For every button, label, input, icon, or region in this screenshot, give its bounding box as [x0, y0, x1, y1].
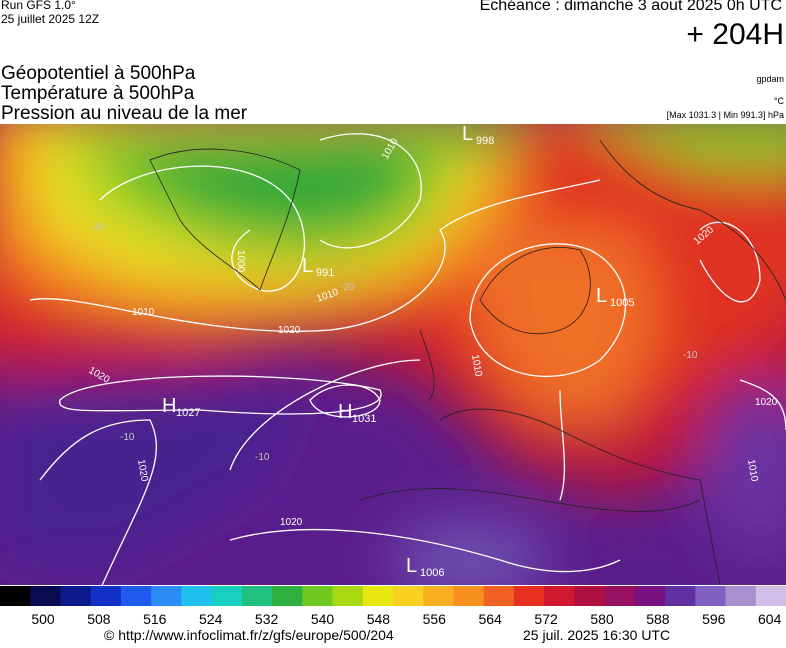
unit: °C	[773, 96, 784, 106]
isobar-label: 1020	[755, 397, 778, 408]
colorbar-label: 572	[534, 611, 558, 627]
colorbar-swatch	[30, 586, 61, 606]
colorbar-label: 588	[646, 611, 670, 627]
unit: gpdam	[756, 74, 784, 84]
generated: 25 juil. 2025 16:30 UTC	[523, 627, 671, 643]
colorbar-label: 596	[702, 611, 726, 627]
isobar-label: 1010	[132, 307, 155, 318]
colorbar-label: 532	[255, 611, 279, 627]
system-value: 991	[316, 267, 334, 279]
system-type: L	[462, 123, 473, 145]
colorbar-label: 516	[143, 611, 167, 627]
colorbar-label: 524	[199, 611, 223, 627]
colorbar-swatch	[513, 586, 545, 606]
colorbar-swatch	[604, 586, 636, 606]
system-type: L	[302, 255, 313, 277]
isotherm-label: -10	[255, 452, 270, 463]
field: Pression au niveau de la mer	[1, 103, 248, 124]
colorbar-swatch	[725, 586, 757, 606]
colorbar-swatch	[302, 586, 334, 606]
colorbar-swatch	[544, 586, 575, 606]
system-type: H	[338, 401, 352, 423]
colorbar-swatch	[574, 586, 606, 606]
colorbar-label: 556	[423, 611, 447, 627]
colorbar-swatch	[211, 586, 243, 606]
colorbar-label: 540	[311, 611, 335, 627]
isobar-label: 1020	[280, 517, 303, 528]
colorbar-swatch	[241, 586, 273, 606]
isobar-label: 1020	[135, 459, 150, 483]
colorbar-label: 548	[367, 611, 391, 627]
unit: [Max 1031.3 | Min 991.3] hPa	[666, 110, 784, 120]
system-type: L	[406, 555, 417, 577]
colorbar-label: 500	[31, 611, 55, 627]
colorbar-swatch	[90, 586, 122, 606]
system-value: 1027	[176, 407, 200, 419]
system-type: H	[162, 395, 176, 417]
colorbar-swatch	[362, 586, 394, 606]
isobar-label: 1020	[278, 325, 301, 336]
colorbar-swatch	[60, 586, 92, 606]
field: Géopotentiel à 500hPa	[1, 63, 196, 84]
colorbar-swatch	[393, 586, 424, 606]
field-shading	[0, 124, 786, 585]
colorbar-label: 604	[758, 611, 782, 627]
system-value: 998	[476, 135, 494, 147]
colorbar-swatch	[272, 586, 303, 606]
system-value: 1006	[420, 567, 444, 579]
colorbar-swatch	[634, 586, 666, 606]
colorbar-swatch	[332, 586, 364, 606]
isotherm-label: -20	[340, 282, 355, 293]
isobar-label: 1000	[235, 250, 246, 273]
isobar-label: 1010	[469, 354, 484, 378]
isotherm-label: -20	[90, 222, 105, 233]
colorbar-swatch	[453, 586, 485, 606]
colorbar-swatch	[755, 586, 786, 606]
system-type: L	[596, 285, 607, 307]
colorbar-swatch	[120, 586, 152, 606]
colorbar-swatch	[181, 586, 213, 606]
field: Température à 500hPa	[1, 83, 195, 104]
isotherm-label: -10	[120, 432, 135, 443]
system-value: 1005	[610, 297, 634, 309]
isotherm-label: -10	[683, 350, 698, 361]
run-date: 25 juillet 2025 12Z	[1, 12, 100, 26]
system-value: 1031	[352, 413, 376, 425]
colorbar-swatch	[665, 586, 696, 606]
lead-time: + 204H	[686, 18, 784, 51]
isobar-label: 1010	[745, 459, 760, 483]
colorbar-swatch	[151, 586, 182, 606]
source-link[interactable]: © http://www.infoclimat.fr/z/gfs/europe/…	[104, 627, 394, 643]
valid-time: Echéance : dimanche 3 aout 2025 0h UTC	[479, 0, 782, 14]
colorbar-swatch	[695, 586, 727, 606]
run: Run GFS 1.0°	[1, 0, 76, 12]
colorbar-label: 580	[590, 611, 614, 627]
colorbar-swatch	[0, 586, 31, 606]
colorbar-label: 564	[479, 611, 503, 627]
colorbar-label: 508	[87, 611, 111, 627]
colorbar-swatch	[423, 586, 454, 606]
colorbar-swatch	[483, 586, 515, 606]
